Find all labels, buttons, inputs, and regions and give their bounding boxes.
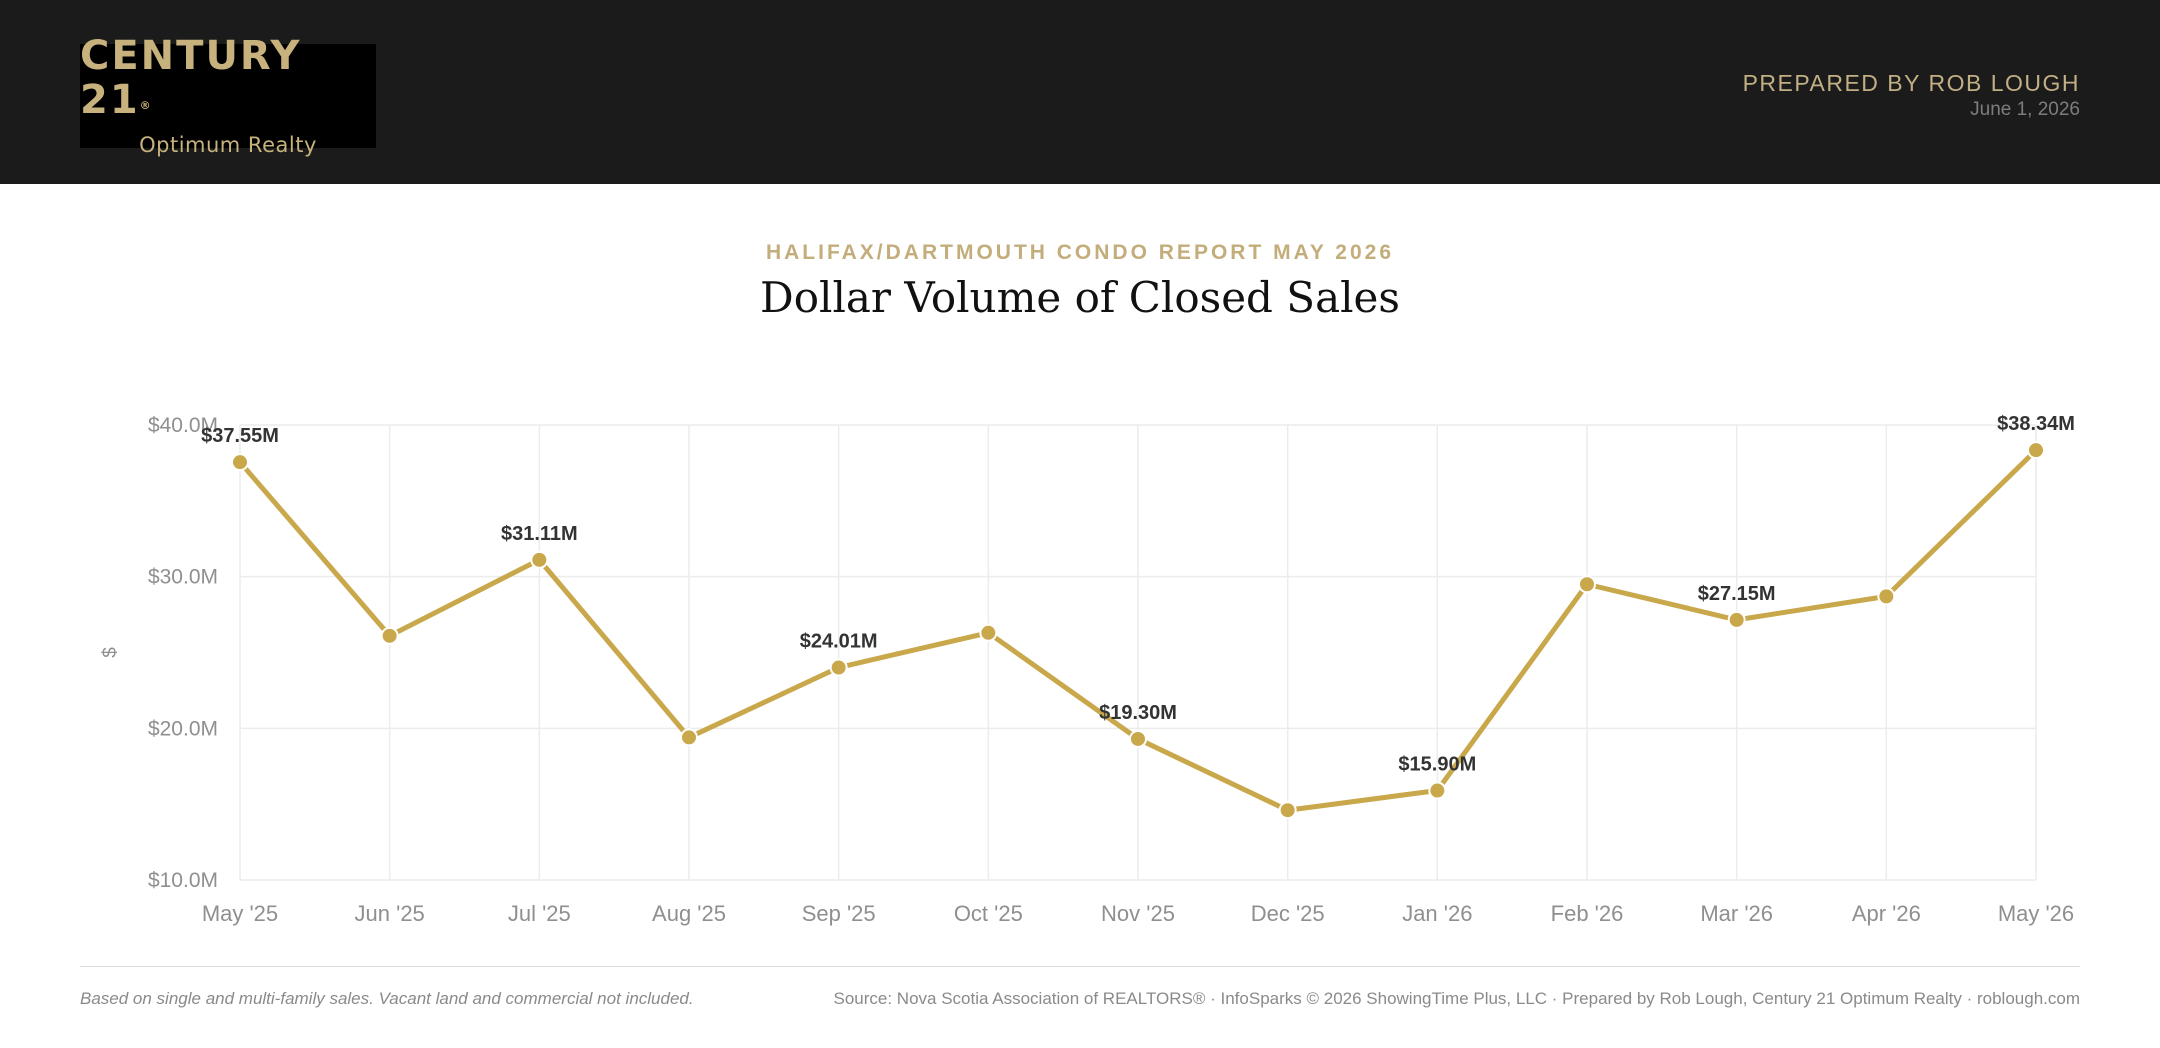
footer-divider: [80, 966, 2080, 967]
data-point: [979, 623, 998, 642]
y-axis-label: $: [100, 647, 121, 658]
data-point: [1727, 610, 1746, 629]
chart-title: Dollar Volume of Closed Sales: [760, 273, 1400, 322]
logo-wordmark: CENTURY 21®: [80, 34, 376, 128]
data-label: $19.30M: [1099, 702, 1177, 724]
data-point: [829, 658, 848, 677]
logo-registered-mark: ®: [139, 99, 151, 112]
footer-note: Based on single and multi-family sales. …: [80, 989, 694, 1008]
data-label: $24.01M: [800, 631, 878, 653]
data-label: $37.55M: [201, 425, 279, 447]
x-tick-label: Mar '26: [1700, 901, 1773, 926]
x-tick-label: Jun '25: [355, 901, 425, 926]
data-point: [380, 626, 399, 645]
data-point: [1428, 781, 1447, 800]
x-tick-label: Jan '26: [1402, 901, 1472, 926]
x-tick-label: Oct '25: [954, 901, 1023, 926]
y-tick-label: $20.0M: [148, 717, 218, 740]
footer-source: Source: Nova Scotia Association of REALT…: [833, 989, 2081, 1008]
data-point: [680, 728, 698, 747]
data-label: $31.11M: [501, 523, 578, 545]
data-point: [2027, 441, 2045, 460]
data-label: $15.90M: [1398, 754, 1476, 776]
x-tick-label: May '26: [1998, 901, 2074, 926]
data-label: $27.15M: [1698, 583, 1776, 605]
x-tick-label: Dec '25: [1251, 901, 1325, 926]
y-tick-label: $10.0M: [148, 869, 218, 892]
prepared-by: PREPARED BY ROB LOUGH: [1742, 70, 2080, 96]
data-point: [1578, 575, 1596, 594]
data-point: [1877, 587, 1896, 606]
x-tick-label: Nov '25: [1101, 901, 1175, 926]
century21-logo: CENTURY 21® Optimum Realty: [80, 34, 376, 157]
data-point: [530, 550, 549, 569]
report-header: CENTURY 21® Optimum Realty PREPARED BY R…: [0, 0, 2160, 184]
logo-brand-text: CENTURY 21: [80, 33, 302, 123]
x-tick-label: Feb '26: [1551, 901, 1624, 926]
x-tick-label: May '25: [202, 901, 278, 926]
data-label: $38.34M: [1997, 413, 2075, 435]
y-tick-label: $30.0M: [148, 566, 218, 589]
data-point: [1278, 801, 1297, 820]
y-tick-label: $40.0M: [148, 414, 218, 437]
x-tick-label: Aug '25: [652, 901, 726, 926]
dollar-volume-line-chart: $10.0M $20.0M $30.0M $40.0M May '25 Jun '25 Ju…: [100, 413, 2075, 926]
report-eyebrow: HALIFAX/DARTMOUTH CONDO REPORT MAY 2026: [765, 241, 1395, 264]
data-point: [231, 453, 249, 472]
x-tick-label: Apr '26: [1852, 901, 1921, 926]
x-tick-label: Sep '25: [802, 901, 876, 926]
x-tick-label: Jul '25: [508, 901, 571, 926]
data-point: [1129, 729, 1147, 748]
report-date: June 1, 2026: [1970, 99, 2080, 120]
logo-office-name: Optimum Realty: [139, 133, 317, 157]
